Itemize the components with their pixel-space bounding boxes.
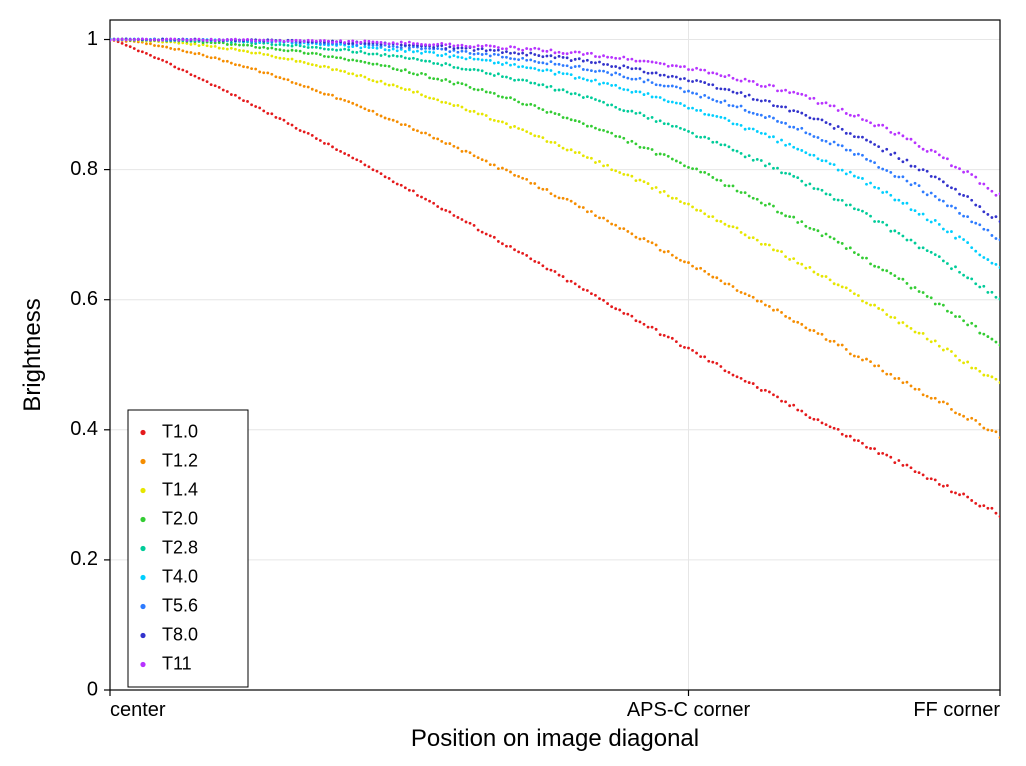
chart-svg: 0 0.2 0.4 0.6 0.8 1 center APS-C corner FF corne… — [0, 0, 1026, 766]
legend-label: T4.0 — [162, 566, 198, 586]
y-tick-label: 0.2 — [70, 548, 98, 570]
legend-swatch — [140, 575, 145, 580]
x-tick-label: APS-C corner — [627, 699, 751, 721]
y-tick-label: 0 — [87, 678, 98, 700]
legend-label: T1.4 — [162, 479, 198, 499]
y-tick-label: 0.6 — [70, 288, 98, 310]
x-tick-label: center — [110, 699, 166, 721]
x-axis-label: Position on image diagonal — [411, 725, 699, 752]
x-tick-label: FF corner — [913, 699, 1000, 721]
legend-swatch — [140, 604, 145, 609]
legend-label: T2.0 — [162, 508, 198, 528]
legend-label: T8.0 — [162, 624, 198, 644]
legend-swatch — [140, 488, 145, 493]
legend-label: T11 — [162, 653, 192, 673]
legend-swatch — [140, 430, 145, 435]
y-tick-label: 0.4 — [70, 418, 98, 440]
legend-swatch — [140, 459, 145, 464]
legend: T1.0 T1.2 T1.4 T2.0 T2.8 T4.0 T5.6 T8.0 T11 — [128, 410, 248, 687]
y-tick-label: 1 — [87, 28, 98, 50]
legend-label: T1.2 — [162, 450, 198, 470]
y-tick-label: 0.8 — [70, 158, 98, 180]
legend-label: T5.6 — [162, 595, 198, 615]
y-axis-label: Brightness — [19, 298, 46, 411]
legend-label: T2.8 — [162, 537, 198, 557]
legend-swatch — [140, 517, 145, 522]
legend-swatch — [140, 662, 145, 667]
legend-swatch — [140, 633, 145, 638]
legend-label: T1.0 — [162, 421, 198, 441]
legend-swatch — [140, 546, 145, 551]
brightness-chart: 0 0.2 0.4 0.6 0.8 1 center APS-C corner FF corne… — [0, 0, 1026, 766]
